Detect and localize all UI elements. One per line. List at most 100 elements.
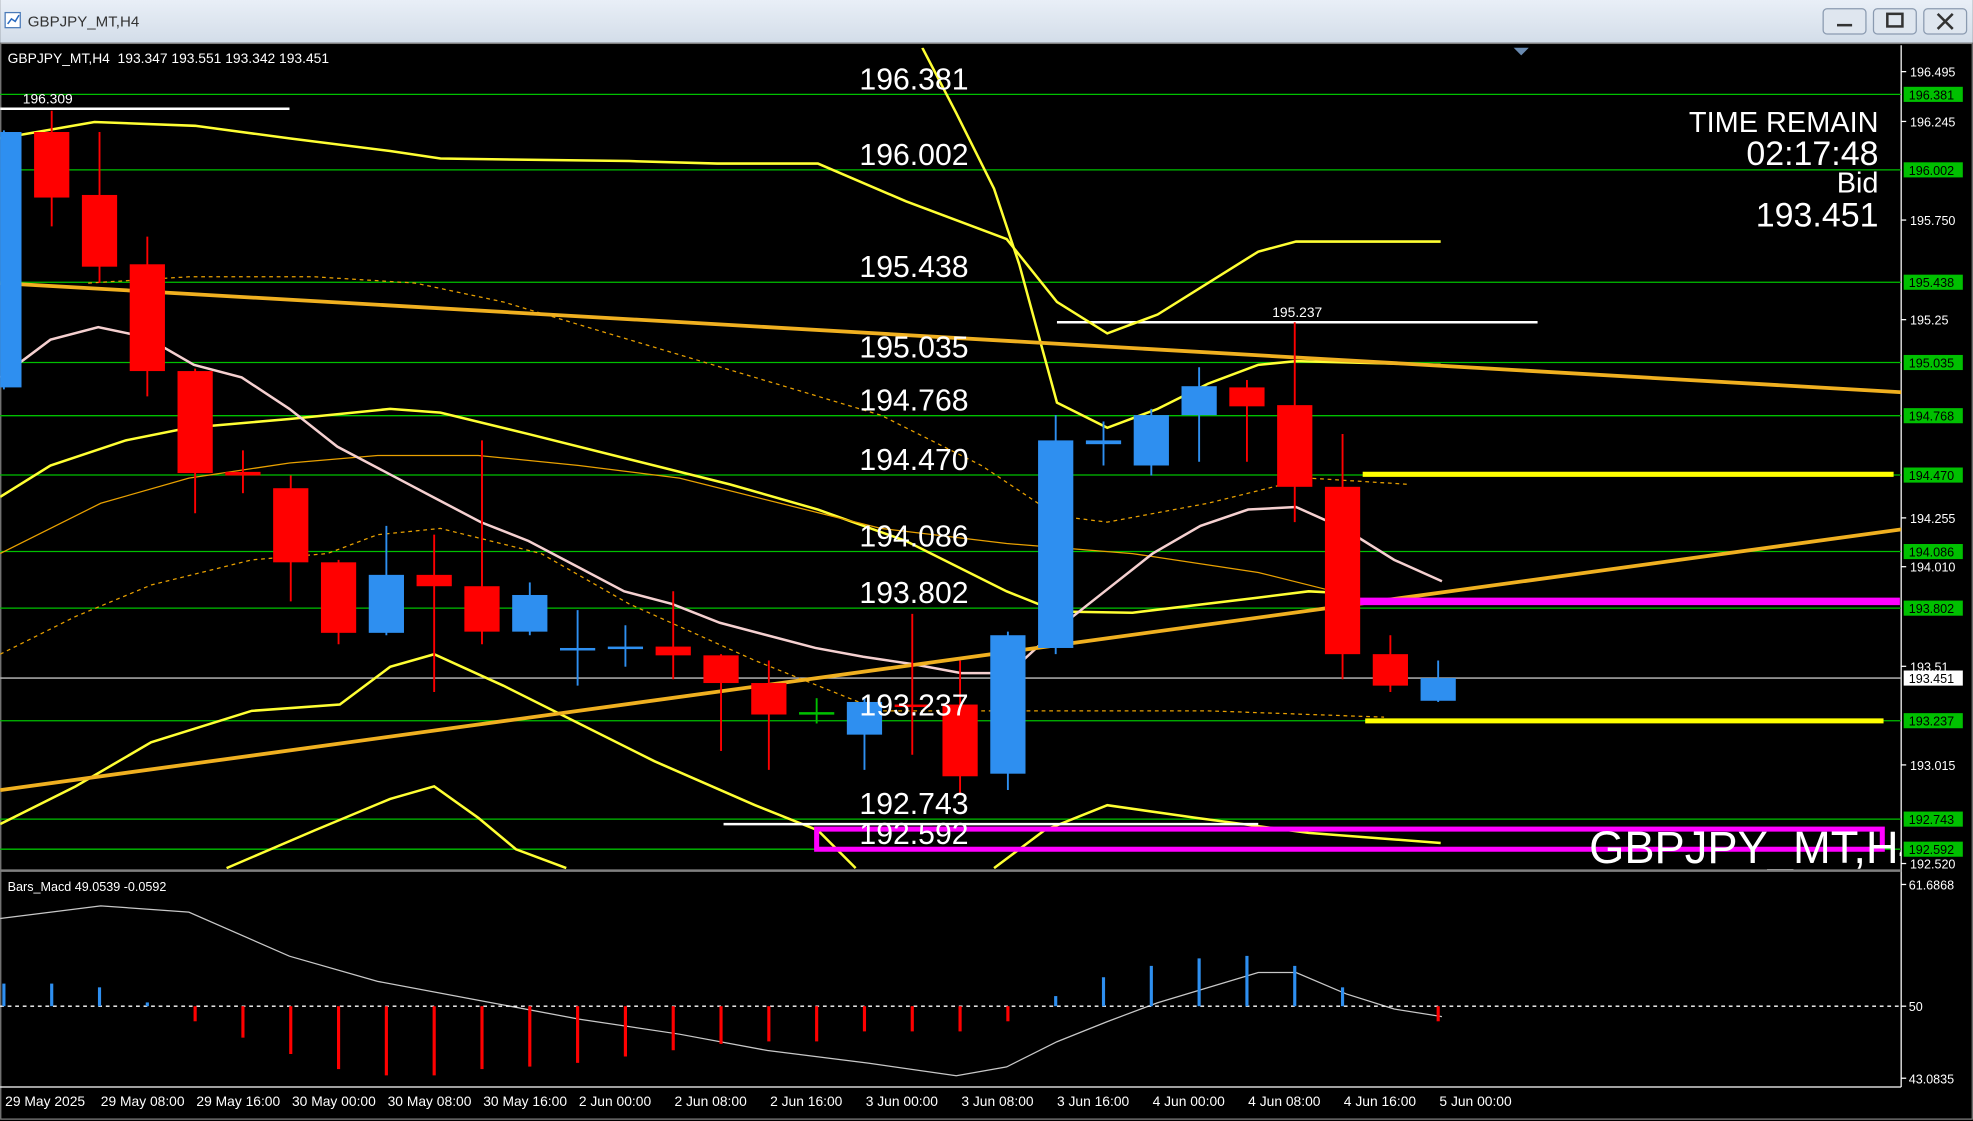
level-price-label: 195.035 (1909, 357, 1954, 371)
y-tick-label: 193.015 (1910, 759, 1955, 773)
window-border (0, 42, 1973, 1120)
shift-marker (1513, 47, 1529, 56)
x-tick-label: 4 Jun 00:00 (1153, 1093, 1226, 1109)
indicator-title: Bars_Macd 49.0539 -0.0592 (8, 880, 167, 894)
window-buttons[interactable] (1822, 8, 1968, 35)
time-remain-label: TIME REMAIN (1689, 107, 1879, 139)
x-tick-label: 2 Jun 16:00 (770, 1093, 843, 1109)
candle-body (1229, 387, 1265, 407)
time-remain: 02:17:48 (1746, 135, 1878, 173)
signal-line (0, 905, 1443, 1077)
x-tick-label: 30 May 08:00 (388, 1093, 472, 1109)
level-price-box (1903, 162, 1963, 178)
level-label: 194.086 (859, 521, 968, 554)
level-label: 194.470 (859, 444, 968, 477)
level-price-box (1903, 713, 1963, 729)
y-tick-label: 196.495 (1910, 66, 1955, 80)
candle-body (0, 132, 22, 388)
level-label: 192.743 (859, 788, 968, 821)
x-tick-label: 29 May 2025 (5, 1093, 85, 1109)
candle-body (655, 646, 691, 656)
bid-value: 193.451 (1756, 196, 1879, 234)
ma-line (0, 454, 1334, 592)
y-tick-label: 61.6868 (1909, 879, 1954, 893)
level-label: 196.381 (859, 63, 968, 96)
candle-body (225, 471, 261, 476)
x-tick-label: 3 Jun 00:00 (866, 1093, 939, 1109)
level-price-box (1903, 354, 1963, 371)
window-title: GBPJPY_MT,H4 (28, 13, 139, 30)
bid-label: Bid (1837, 167, 1879, 199)
candle-body (559, 647, 596, 651)
bid-price-label: 193.451 (1909, 672, 1954, 686)
level-price-label: 195.438 (1909, 276, 1954, 290)
band-line (226, 784, 567, 870)
y-tick-label: 194.010 (1910, 561, 1955, 575)
level-price-label: 194.086 (1909, 546, 1954, 560)
candle-body (1324, 486, 1361, 655)
window-icon-glyph (7, 14, 20, 25)
level-price-box (1903, 544, 1963, 560)
high-mark-label: 195.237 (1272, 304, 1322, 320)
candle-body (273, 488, 309, 563)
y-tick-label: 194.255 (1910, 512, 1955, 526)
x-tick-label: 3 Jun 08:00 (961, 1093, 1034, 1109)
candle-body (129, 264, 165, 372)
bid-price-box (1903, 670, 1963, 686)
x-tick-label: 4 Jun 16:00 (1344, 1093, 1417, 1109)
level-label: 195.438 (859, 251, 968, 284)
level-price-label: 192.743 (1909, 813, 1954, 827)
level-price-box (1903, 811, 1963, 827)
candle-body (1038, 440, 1074, 648)
candle-body (1133, 415, 1169, 466)
restore-button[interactable] (1872, 8, 1917, 35)
level-label: 192.592 (859, 818, 968, 851)
trend-line (0, 527, 1902, 792)
candle-body (177, 371, 213, 474)
dotted-band (0, 527, 1385, 718)
x-tick-label: 5 Jun 00:00 (1439, 1093, 1512, 1109)
y-tick-label: 195.25 (1910, 314, 1948, 328)
x-tick-label: 30 May 00:00 (292, 1093, 376, 1109)
level-label: 194.768 (859, 385, 968, 418)
close-glyph (1936, 12, 1954, 30)
zone-box (814, 826, 1885, 852)
candle-body (894, 704, 930, 708)
level-price-box (1903, 274, 1963, 290)
candle-body (942, 704, 978, 777)
high-mark-label: 196.309 (23, 91, 73, 107)
band-line (0, 120, 1441, 335)
level-price-label: 192.592 (1909, 843, 1954, 857)
candle-body (1372, 654, 1408, 686)
candle-body (607, 646, 644, 650)
level-price-box (1903, 841, 1963, 857)
level-price-box (1903, 600, 1963, 616)
watermark: GBPJPY_MT,H4 (1589, 822, 1924, 873)
candle-body (1181, 386, 1217, 416)
candle-body (34, 132, 70, 198)
labels: 196.381 196.381 196.002 196.002 195.438 195.4… (5, 50, 1963, 1109)
candle-body (703, 655, 739, 684)
x-tick-label: 30 May 16:00 (483, 1093, 567, 1109)
band-line (993, 803, 1441, 870)
candle-body (990, 635, 1026, 774)
level-price-label: 196.002 (1909, 164, 1954, 178)
candle-body (799, 712, 835, 715)
level-price-label: 193.237 (1909, 715, 1954, 729)
candle-body (320, 562, 357, 633)
candle-body (751, 683, 787, 715)
trend-line (0, 281, 1902, 395)
y-tick-label: 195.750 (1910, 214, 1955, 228)
level-price-box (1903, 86, 1963, 102)
level-price-label: 194.768 (1909, 410, 1954, 424)
band-line (921, 47, 1441, 430)
level-price-box (1903, 408, 1963, 424)
x-tick-label: 29 May 16:00 (196, 1093, 280, 1109)
level-price-label: 193.802 (1909, 602, 1954, 616)
minimize-button[interactable] (1822, 8, 1867, 35)
dotted-band (88, 276, 1410, 523)
candle-body (464, 586, 500, 632)
title-bar (0, 0, 1973, 43)
candles: GBPJPY_MT,H4 (0, 110, 1924, 873)
